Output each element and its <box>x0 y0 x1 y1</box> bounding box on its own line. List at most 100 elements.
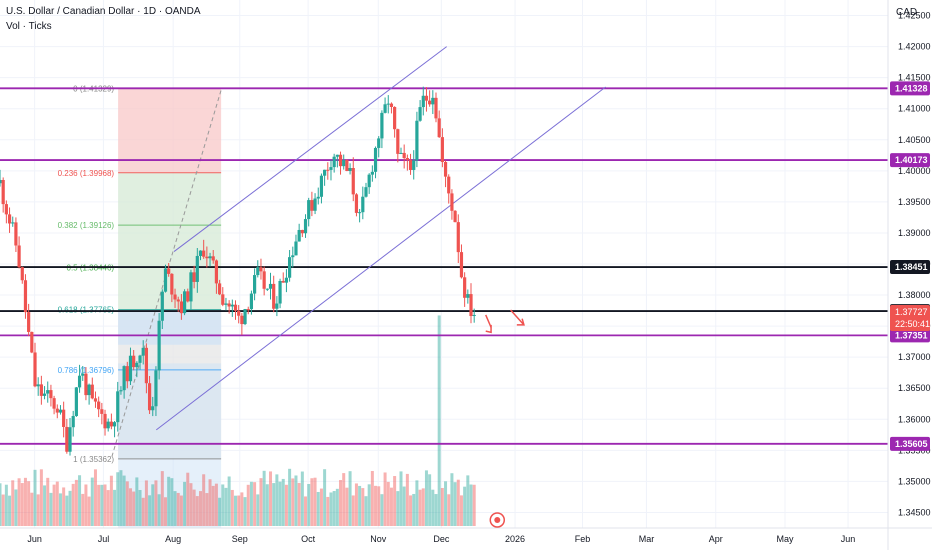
y-tick-label: 1.36000 <box>898 414 931 424</box>
candle-body <box>335 154 339 157</box>
volume-bar <box>307 483 311 526</box>
volume-bar <box>68 490 72 526</box>
volume-bar <box>186 472 190 526</box>
volume-bar <box>179 495 183 526</box>
volume-bar <box>224 487 228 526</box>
volume-bar <box>230 489 234 526</box>
candle-body <box>466 294 470 298</box>
candle-body <box>440 137 444 162</box>
candle-body <box>459 252 464 278</box>
candle-body <box>23 280 28 313</box>
candle-body <box>319 175 324 197</box>
volume-bar <box>52 484 56 526</box>
candle-body <box>278 280 282 304</box>
price-tag <box>890 81 930 96</box>
x-tick-label: Nov <box>370 534 387 544</box>
candle-body <box>303 219 308 234</box>
candle-body <box>412 160 416 170</box>
candle-body <box>211 256 215 261</box>
price-tag-label: 1.40173 <box>895 155 928 165</box>
volume-bar <box>97 484 101 526</box>
volume-bar <box>278 481 282 526</box>
volume-bar <box>128 488 132 526</box>
candle-body <box>275 303 279 309</box>
volume-bar <box>106 490 110 526</box>
candle-body <box>224 303 228 305</box>
candle-body <box>348 168 352 171</box>
fib-zone <box>118 267 222 310</box>
price-tag <box>890 328 930 343</box>
candle-body <box>323 169 327 176</box>
fib-zone <box>118 88 222 173</box>
arrow-head <box>485 324 492 334</box>
x-tick-label: Mar <box>639 534 655 544</box>
candle-body <box>173 294 177 300</box>
volume-bar <box>281 478 285 526</box>
volume-bar <box>437 315 441 526</box>
volume-bar <box>412 493 416 526</box>
candle-body <box>288 257 292 278</box>
y-tick-label: 1.42000 <box>898 42 931 52</box>
volume-bar <box>396 491 400 526</box>
candle-body <box>399 152 403 154</box>
candle-body <box>463 277 467 298</box>
candle-body <box>68 427 72 452</box>
volume-bar <box>253 482 257 526</box>
candle-body <box>84 373 88 396</box>
volume-bar <box>8 495 12 526</box>
volume-bar <box>109 475 113 526</box>
y-tick-label: 1.42500 <box>898 11 931 21</box>
volume-bar <box>62 487 66 526</box>
volume-bar <box>358 485 362 526</box>
volume-bar <box>323 469 327 526</box>
event-icon-dot <box>494 517 501 523</box>
volume-bar <box>297 482 301 526</box>
candle-body <box>396 129 400 154</box>
volume-bar <box>30 492 34 526</box>
candle-body <box>230 304 234 307</box>
price-tag <box>890 260 930 275</box>
candle-body <box>453 210 457 223</box>
candle-body <box>36 384 40 387</box>
candle-body <box>17 245 21 268</box>
candle-body <box>125 366 129 382</box>
volume-bar <box>256 494 260 526</box>
candle-body <box>74 387 78 417</box>
candle-body <box>367 174 371 188</box>
volume-bar <box>14 489 18 526</box>
volume-bar <box>205 493 209 526</box>
candle-body <box>472 314 476 317</box>
volume-bar <box>198 491 202 526</box>
volume-bar <box>399 471 403 526</box>
currency-label[interactable]: CAD <box>896 7 918 18</box>
volume-bar <box>141 497 145 526</box>
volume-bar <box>319 488 323 526</box>
volume-bar <box>440 487 444 526</box>
candle-body <box>135 362 139 368</box>
volume-bar <box>221 484 225 526</box>
candle-body <box>284 277 289 283</box>
candle-body <box>240 315 244 325</box>
x-tick-label: Dec <box>433 534 450 544</box>
volume-bar <box>354 483 358 526</box>
fib-level-label: 0.618 (1.37765) <box>58 306 115 315</box>
volume-bar <box>262 470 266 526</box>
volume-bar <box>33 469 37 526</box>
volume-bar <box>418 489 422 526</box>
candle-body <box>370 171 374 175</box>
x-tick-label: Jul <box>98 534 110 544</box>
candle-body <box>119 390 123 392</box>
candle-body <box>132 355 136 368</box>
x-tick-label: Feb <box>575 534 591 544</box>
candle-body <box>103 413 107 429</box>
volume-bar <box>170 478 174 526</box>
volume-bar <box>269 471 273 526</box>
candle-body <box>42 393 47 396</box>
candle-body <box>46 390 50 394</box>
candle-body <box>39 384 43 396</box>
candle-body <box>163 268 168 292</box>
volume-bar <box>1 494 5 526</box>
candle-body <box>377 138 381 148</box>
